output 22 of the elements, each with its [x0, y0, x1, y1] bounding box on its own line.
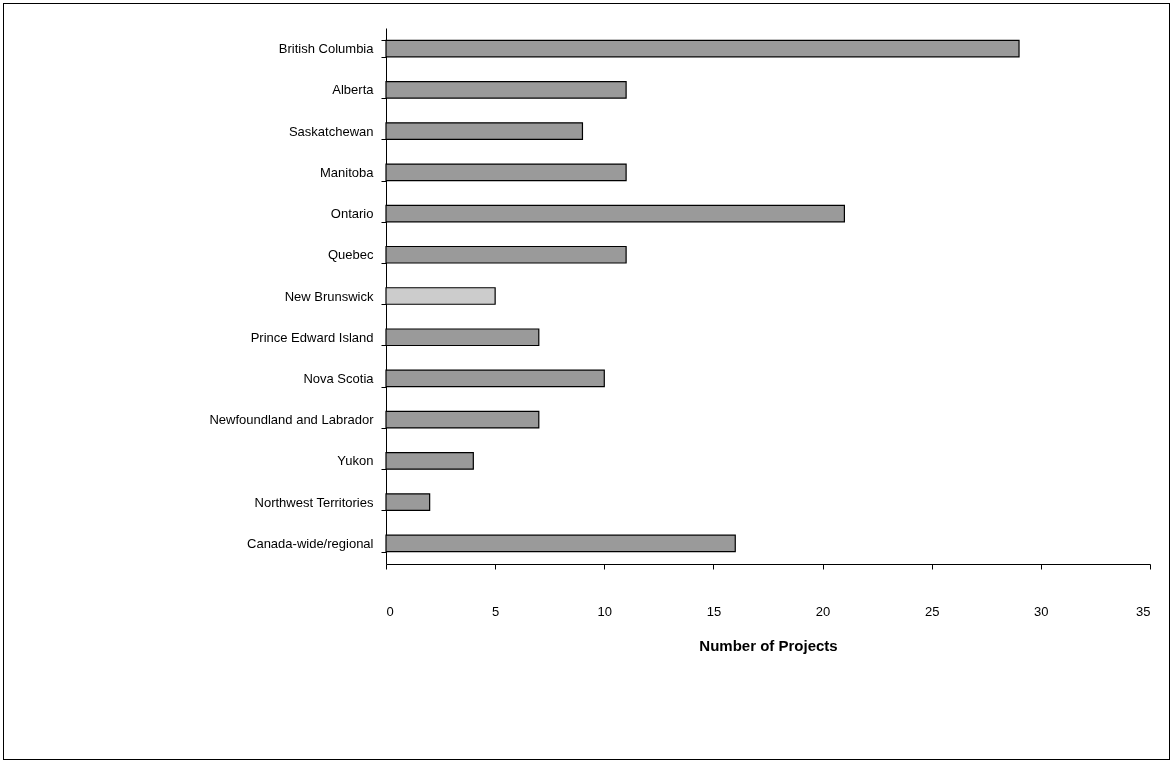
x-tick-label: 20	[815, 603, 831, 619]
y-tick-label: Newfoundland and Labrador	[209, 412, 375, 428]
y-tick-label: Manitoba	[320, 164, 375, 180]
x-tick-label: 10	[597, 603, 613, 619]
x-tick-label: 0	[386, 603, 394, 619]
y-tick-label: New Brunswick	[284, 288, 374, 304]
y-tick-label: British Columbia	[278, 41, 375, 57]
y-tick-label: Quebec	[327, 247, 374, 263]
x-tick-label: 30	[1034, 603, 1049, 619]
y-tick-label: Prince Edward Island	[250, 329, 374, 345]
y-tick-label: Saskatchewan	[288, 123, 374, 139]
x-tick-label: 15	[706, 603, 722, 619]
x-tick-label: 5	[492, 603, 500, 619]
x-axis-title: Number of Projects	[699, 636, 838, 654]
y-tick-label: Alberta	[332, 82, 375, 98]
y-tick-label: Canada-wide/regional	[247, 535, 374, 551]
x-tick-label: 35	[1136, 603, 1151, 619]
x-tick-label: 25	[924, 603, 940, 619]
y-tick-label: Yukon	[337, 453, 374, 469]
y-tick-label: Ontario	[330, 206, 374, 222]
y-tick-label: Nova Scotia	[303, 370, 375, 386]
y-tick-label: Northwest Territories	[254, 494, 374, 510]
